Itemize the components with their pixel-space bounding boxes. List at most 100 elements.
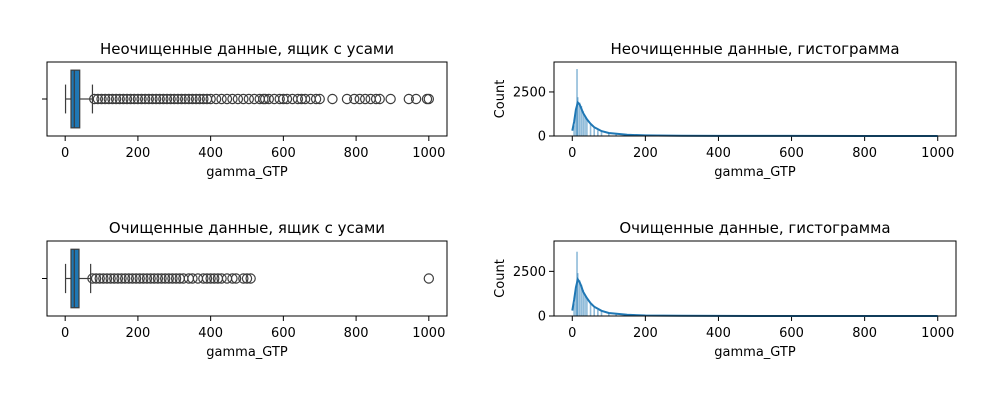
outlier-point (112, 273, 124, 284)
outlier-point (107, 93, 118, 105)
outlier-point (232, 93, 244, 105)
outlier-point (245, 273, 256, 284)
x-axis-label: gamma_GTP (206, 165, 288, 180)
histogram-bar (586, 120, 588, 136)
x-tick-label: 600 (271, 326, 296, 341)
histogram-bar (597, 309, 599, 316)
x-tick-label: 400 (198, 326, 223, 341)
y-axis-label: Count (493, 259, 508, 298)
outlier-point (123, 273, 135, 284)
histogram-bar (615, 134, 617, 136)
outlier-point (269, 93, 280, 105)
histogram-bar (584, 295, 586, 316)
x-tick-label: 600 (779, 146, 804, 161)
outlier-point (179, 93, 191, 105)
outlier-point (423, 93, 435, 105)
outlier-point (165, 93, 176, 105)
axes-frame (553, 240, 957, 317)
outlier-point (287, 93, 298, 105)
x-tick-label: 200 (125, 146, 150, 161)
histogram-bar (580, 284, 583, 316)
outlier-point (374, 93, 385, 105)
outlier-point (134, 273, 145, 284)
outlier-point (169, 93, 180, 105)
histogram-bar (582, 111, 585, 136)
outlier-point (90, 273, 102, 284)
outlier-point (143, 93, 155, 105)
outlier-point (103, 93, 115, 105)
outlier-point (209, 273, 220, 284)
outlier-point (292, 93, 304, 105)
outlier-point (118, 93, 129, 105)
outlier-point (198, 273, 209, 284)
outlier-point (385, 93, 396, 105)
outlier-point (130, 273, 142, 284)
outlier-point (145, 273, 156, 284)
outlier-point (274, 93, 285, 105)
outlier-point (167, 273, 178, 284)
outlier-point (141, 273, 153, 284)
x-axis-label: gamma_GTP (714, 345, 796, 360)
kde-line (571, 276, 938, 317)
histogram-bar (589, 124, 592, 136)
outlier-point (205, 93, 216, 105)
axes-frame (46, 240, 448, 317)
outlier-point (109, 273, 120, 284)
outlier-point (205, 273, 216, 284)
x-tick-label: 400 (198, 146, 223, 161)
axes-frame (46, 61, 448, 137)
outlier-point (243, 93, 255, 105)
x-tick-label: 1000 (921, 326, 954, 341)
outlier-point (370, 93, 382, 105)
outlier-point (192, 273, 204, 284)
outlier-point (98, 273, 109, 284)
outlier-point (105, 273, 116, 284)
outlier-point (410, 93, 422, 105)
outlier-point (305, 93, 316, 105)
x-tick-label: 0 (568, 146, 576, 161)
outlier-point (238, 273, 249, 284)
outlier-point (161, 93, 173, 105)
outlier-point (299, 93, 311, 105)
outlier-point (216, 273, 227, 284)
histogram-bar (586, 299, 588, 316)
outlier-point (221, 93, 233, 105)
outlier-point (227, 273, 238, 284)
outlier-point (198, 93, 209, 105)
x-tick-label: 0 (61, 326, 69, 341)
outlier-point (314, 93, 325, 105)
box (70, 69, 81, 129)
outlier-point (132, 93, 144, 105)
outlier-point (187, 93, 198, 105)
x-tick-label: 200 (125, 326, 150, 341)
histogram-bar (576, 97, 579, 136)
outlier-point (138, 273, 149, 284)
outlier-point (129, 93, 140, 105)
x-tick-label: 600 (779, 326, 804, 341)
histogram-bar (593, 307, 595, 316)
outlier-point (127, 273, 138, 284)
outlier-point (201, 273, 213, 284)
outlier-point (170, 273, 182, 284)
outlier-point (152, 273, 164, 284)
chart-title: Очищенные данные, гистограмма (619, 219, 890, 237)
histogram-bar (575, 289, 577, 316)
x-axis-label: gamma_GTP (206, 345, 288, 360)
outlier-point (154, 93, 165, 105)
outlier-point (116, 273, 127, 284)
x-axis-label: gamma_GTP (714, 165, 796, 180)
x-tick-label: 800 (852, 326, 877, 341)
histogram-bar (573, 303, 575, 316)
x-tick-label: 200 (633, 146, 658, 161)
outlier-point (327, 93, 338, 105)
x-tick-label: 400 (706, 146, 731, 161)
x-tick-label: 800 (852, 146, 877, 161)
outlier-point (359, 93, 371, 105)
outlier-point (156, 273, 167, 284)
outlier-point (403, 93, 415, 105)
outlier-point (183, 93, 195, 105)
outlier-point (89, 93, 100, 105)
outlier-point (221, 273, 233, 284)
histogram-bar (580, 106, 583, 136)
box (70, 248, 80, 309)
